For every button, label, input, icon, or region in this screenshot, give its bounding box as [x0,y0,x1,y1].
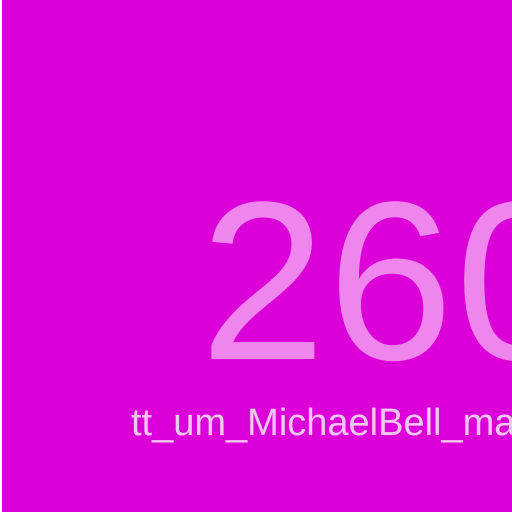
project-number: 260 [200,154,512,407]
project-name: tt_um_MichaelBell_mandelbrot [131,402,512,444]
